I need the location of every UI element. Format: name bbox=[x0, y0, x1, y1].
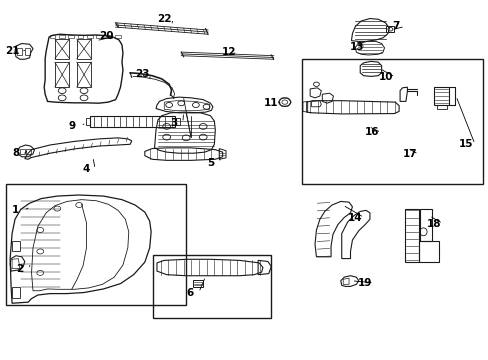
Text: 13: 13 bbox=[349, 42, 364, 52]
Bar bbox=[301, 59, 482, 184]
Text: 19: 19 bbox=[357, 278, 371, 288]
Text: 10: 10 bbox=[379, 72, 393, 82]
Text: 8: 8 bbox=[12, 148, 20, 158]
Text: 16: 16 bbox=[365, 127, 379, 138]
Text: 6: 6 bbox=[186, 288, 193, 297]
Bar bbox=[6, 184, 186, 305]
Text: 4: 4 bbox=[82, 164, 90, 174]
Bar bbox=[96, 35, 102, 38]
Text: 14: 14 bbox=[347, 212, 362, 222]
Text: 17: 17 bbox=[402, 149, 416, 159]
Text: 2: 2 bbox=[16, 264, 23, 274]
Text: 9: 9 bbox=[68, 121, 75, 131]
Bar bbox=[68, 35, 74, 38]
Text: 3: 3 bbox=[170, 118, 177, 128]
Bar bbox=[115, 35, 121, 38]
Text: 11: 11 bbox=[264, 98, 278, 108]
Text: 18: 18 bbox=[426, 219, 441, 229]
Bar bbox=[153, 255, 271, 318]
Text: 15: 15 bbox=[458, 139, 472, 149]
Bar bbox=[59, 35, 64, 38]
Bar bbox=[78, 35, 83, 38]
Text: 21: 21 bbox=[5, 46, 20, 56]
Text: 23: 23 bbox=[135, 69, 149, 79]
Text: 1: 1 bbox=[11, 205, 19, 215]
Bar bbox=[105, 35, 111, 38]
Text: 20: 20 bbox=[99, 31, 113, 41]
Bar bbox=[87, 35, 93, 38]
Text: 5: 5 bbox=[206, 158, 214, 168]
Bar bbox=[90, 116, 175, 127]
Text: 7: 7 bbox=[392, 21, 399, 31]
Text: 12: 12 bbox=[221, 47, 236, 57]
Bar bbox=[49, 35, 55, 38]
Text: 22: 22 bbox=[157, 14, 171, 23]
